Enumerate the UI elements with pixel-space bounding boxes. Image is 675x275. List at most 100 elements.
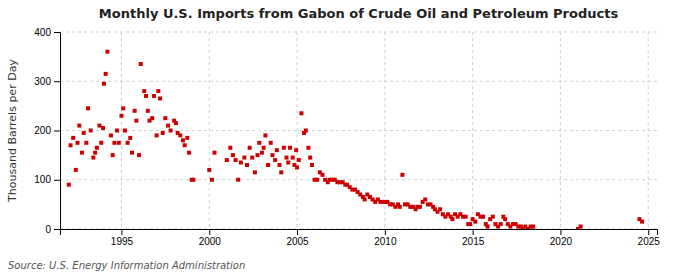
y-axis-line (54, 33, 61, 230)
x-axis-tick-label: 2020 (550, 236, 573, 247)
point (248, 146, 252, 150)
point (308, 156, 312, 160)
point (503, 217, 507, 221)
point (275, 148, 279, 152)
point (450, 217, 454, 221)
x-axis-tick-mark (385, 229, 386, 235)
point (93, 151, 97, 155)
x-axis-tick: 2010 (374, 229, 397, 247)
point (86, 106, 90, 110)
point (363, 197, 367, 201)
point (112, 141, 116, 145)
point (531, 225, 535, 229)
point (142, 89, 146, 93)
x-axis-tick-label: 1995 (111, 236, 134, 247)
point (306, 146, 310, 150)
point (185, 136, 189, 140)
point (152, 94, 156, 98)
point (126, 141, 130, 145)
point (245, 163, 249, 167)
point (91, 156, 95, 160)
x-axis-tick-mark (121, 229, 122, 235)
y-axis-tick: 200 (34, 125, 60, 136)
point (169, 129, 173, 133)
y-axis-tick-mark (54, 180, 60, 181)
grid-line-y (60, 130, 657, 131)
point (294, 148, 298, 152)
chart-container: 1995200020052010201520202025010020030040… (0, 0, 675, 275)
y-axis: 0100200300400 (34, 27, 60, 235)
point (95, 146, 99, 150)
point (263, 133, 267, 137)
point (146, 109, 150, 113)
point (82, 131, 86, 135)
point (321, 173, 325, 177)
x-axis: 1995200020052010201520202025 (61, 229, 661, 247)
point (270, 153, 274, 157)
point (104, 72, 108, 76)
point (174, 121, 178, 125)
point (156, 89, 160, 93)
point (76, 141, 80, 145)
point (491, 215, 495, 219)
point (123, 129, 127, 133)
point (262, 146, 266, 150)
point (213, 151, 217, 155)
x-axis-tick-label: 2010 (374, 236, 397, 247)
x-axis-tick: 2025 (638, 229, 661, 247)
point (398, 205, 402, 209)
point (183, 143, 187, 147)
point (282, 146, 286, 150)
point (257, 141, 261, 145)
point (139, 62, 143, 66)
point (279, 170, 283, 174)
x-axis-tick-label: 2025 (638, 236, 661, 247)
point (178, 133, 182, 137)
grid-line-y (60, 179, 657, 180)
point (438, 207, 442, 211)
x-axis-tick-mark (297, 229, 298, 235)
x-axis-tick: 2005 (286, 229, 309, 247)
point (468, 222, 472, 226)
point (117, 141, 121, 145)
x-axis-tick-mark (209, 229, 210, 235)
point (486, 225, 490, 229)
x-axis-tick: 2015 (462, 229, 485, 247)
x-axis-tick-label: 2005 (286, 236, 309, 247)
point (473, 220, 477, 224)
point (155, 133, 159, 137)
point (242, 156, 246, 160)
point (187, 151, 191, 155)
point (109, 133, 113, 137)
grid-line-y (60, 32, 657, 33)
point (239, 161, 243, 165)
point (210, 178, 214, 182)
point (423, 197, 427, 201)
point (236, 178, 240, 182)
point (89, 129, 93, 133)
plot-area (67, 50, 644, 229)
x-axis-tick: 2020 (550, 229, 573, 247)
grid-line-y (60, 81, 657, 82)
point (158, 96, 162, 100)
point (119, 114, 123, 118)
y-axis-tick-label: 100 (34, 174, 51, 185)
point (499, 222, 503, 226)
point (418, 205, 422, 209)
point (191, 178, 195, 182)
point (161, 131, 165, 135)
point (77, 124, 81, 128)
y-axis-title: Thousand Barrels per Day (6, 59, 19, 203)
point (98, 124, 102, 128)
point (80, 151, 84, 155)
point (207, 168, 211, 172)
x-axis-tick-mark (473, 229, 474, 235)
point (181, 138, 185, 142)
y-axis-tick: 400 (34, 27, 60, 38)
y-axis-tick-mark (54, 32, 60, 33)
point (121, 106, 125, 110)
point (115, 129, 119, 133)
point (150, 116, 154, 120)
grid-line-x (209, 32, 210, 229)
point (69, 143, 73, 147)
